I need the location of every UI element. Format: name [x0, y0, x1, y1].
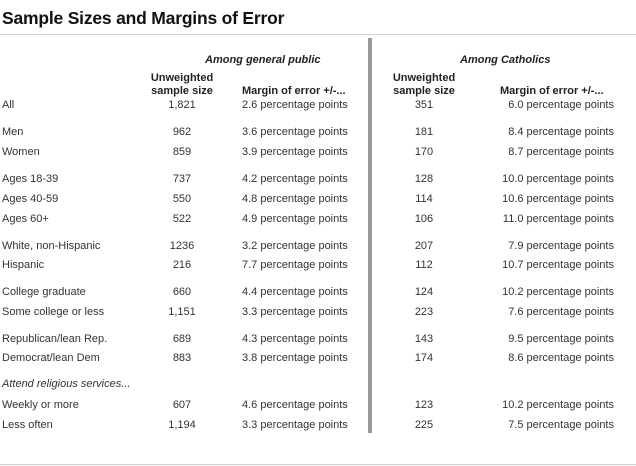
- column-header-line: sample size: [151, 85, 213, 97]
- column-header-line: Unweighted: [392, 72, 456, 84]
- catholic-sample-size: 170: [414, 146, 434, 158]
- table-row: Ages 60+ 522 4.9 percentage points 106 11.0 …: [0, 213, 636, 231]
- general-margin-of-error: 2.6 percentage points: [242, 99, 348, 111]
- row-label: Men: [2, 126, 24, 138]
- bottom-rule: [0, 464, 636, 465]
- row-label: Ages 60+: [2, 213, 49, 225]
- catholic-margin-of-error: 7.5 percentage points: [508, 419, 614, 431]
- column-header-sample-size-general: Unweighted sample size: [150, 72, 214, 98]
- row-label: Ages 40-59: [2, 193, 59, 205]
- general-sample-size: 216: [172, 259, 192, 271]
- row-label: All: [2, 99, 15, 111]
- table-row: Women 859 3.9 percentage points 170 8.7 perc…: [0, 146, 636, 164]
- group-header-catholics: Among Catholics: [460, 54, 551, 66]
- catholic-sample-size: 143: [414, 333, 434, 345]
- catholic-margin-of-error: 8.7 percentage points: [508, 146, 614, 158]
- column-header-line: Unweighted: [150, 72, 214, 84]
- catholic-sample-size: 225: [414, 419, 434, 431]
- table-row: Hispanic 216 7.7 percentage points 112 10.7 …: [0, 259, 636, 277]
- catholic-margin-of-error: 6.0 percentage points: [508, 99, 614, 111]
- general-sample-size: 550: [172, 193, 192, 205]
- catholic-sample-size: 114: [415, 193, 433, 205]
- catholic-sample-size: 124: [414, 286, 434, 298]
- general-margin-of-error: 4.8 percentage points: [242, 193, 348, 205]
- general-sample-size: 962: [172, 126, 192, 138]
- catholic-margin-of-error: 10.2 percentage points: [502, 286, 614, 298]
- general-sample-size: 689: [172, 333, 192, 345]
- catholic-sample-size: 112: [415, 259, 433, 271]
- section-label-religious-attendance: Attend religious services...: [2, 378, 131, 390]
- table-row: Ages 40-59 550 4.8 percentage points 114 10.…: [0, 193, 636, 211]
- catholic-sample-size: 351: [414, 99, 434, 111]
- row-label: White, non-Hispanic: [2, 240, 101, 252]
- catholic-margin-of-error: 9.5 percentage points: [508, 333, 614, 345]
- general-sample-size: 737: [172, 173, 192, 185]
- column-header-margin-catholics: Margin of error +/-...: [500, 85, 604, 97]
- general-sample-size: 522: [172, 213, 192, 225]
- general-sample-size: 607: [172, 399, 192, 411]
- general-margin-of-error: 4.4 percentage points: [242, 286, 348, 298]
- row-label: Less often: [2, 419, 53, 431]
- row-label: Republican/lean Rep.: [2, 333, 108, 345]
- general-sample-size: 1,821: [168, 99, 196, 111]
- column-header-sample-size-catholics: Unweighted sample size: [392, 72, 456, 98]
- general-sample-size: 859: [172, 146, 192, 158]
- page-title: Sample Sizes and Margins of Error: [2, 8, 285, 28]
- row-label: Hispanic: [2, 259, 45, 271]
- general-sample-size: 883: [172, 352, 192, 364]
- row-label: Women: [2, 146, 40, 158]
- catholic-margin-of-error: 10.7 percentage points: [502, 259, 614, 271]
- column-header-margin-general: Margin of error +/-...: [242, 85, 346, 97]
- table-row: Democrat/lean Dem 883 3.8 percentage point…: [0, 352, 636, 370]
- column-header-line: sample size: [393, 85, 455, 97]
- table-row: Some college or less 1,151 3.3 percentage …: [0, 306, 636, 324]
- table-row: Weekly or more 607 4.6 percentage points 12…: [0, 399, 636, 417]
- general-margin-of-error: 3.3 percentage points: [242, 419, 348, 431]
- column-divider: [368, 38, 372, 433]
- group-header-general-public: Among general public: [205, 54, 321, 66]
- catholic-margin-of-error: 10.0 percentage points: [502, 173, 614, 185]
- table-row: White, non-Hispanic 1236 3.2 percentage po…: [0, 240, 636, 258]
- catholic-sample-size: 181: [414, 126, 434, 138]
- row-label: Democrat/lean Dem: [2, 352, 100, 364]
- row-label: Weekly or more: [2, 399, 79, 411]
- general-margin-of-error: 4.3 percentage points: [242, 333, 348, 345]
- catholic-sample-size: 123: [414, 399, 434, 411]
- catholic-margin-of-error: 10.6 percentage points: [502, 193, 614, 205]
- top-rule: [0, 34, 636, 35]
- row-label: Ages 18-39: [2, 173, 59, 185]
- catholic-sample-size: 174: [414, 352, 434, 364]
- general-margin-of-error: 3.8 percentage points: [242, 352, 348, 364]
- catholic-sample-size: 128: [414, 173, 434, 185]
- general-margin-of-error: 3.9 percentage points: [242, 146, 348, 158]
- general-margin-of-error: 4.6 percentage points: [242, 399, 348, 411]
- table-row: Republican/lean Rep. 689 4.3 percentage po…: [0, 333, 636, 351]
- table-row: Men 962 3.6 percentage points 181 8.4 percen…: [0, 126, 636, 144]
- catholic-margin-of-error: 8.4 percentage points: [508, 126, 614, 138]
- catholic-sample-size: 106: [414, 213, 434, 225]
- table-row: College graduate 660 4.4 percentage points…: [0, 286, 636, 304]
- table-row: Less often 1,194 3.3 percentage points 225 7…: [0, 419, 636, 437]
- row-label: College graduate: [2, 286, 86, 298]
- general-margin-of-error: 3.2 percentage points: [242, 240, 348, 252]
- table-row: All 1,821 2.6 percentage points 351 6.0 perc…: [0, 99, 636, 117]
- general-sample-size: 1236: [169, 240, 195, 252]
- general-margin-of-error: 4.9 percentage points: [242, 213, 348, 225]
- catholic-margin-of-error: 10.2 percentage points: [502, 399, 614, 411]
- general-sample-size: 1,151: [168, 306, 196, 318]
- general-margin-of-error: 7.7 percentage points: [242, 259, 348, 271]
- catholic-margin-of-error: 7.6 percentage points: [508, 306, 614, 318]
- catholic-sample-size: 207: [414, 240, 434, 252]
- general-sample-size: 660: [172, 286, 192, 298]
- catholic-margin-of-error: 7.9 percentage points: [508, 240, 614, 252]
- catholic-margin-of-error: 11.0 percentage points: [502, 213, 614, 225]
- table-row: Ages 18-39 737 4.2 percentage points 128 10.…: [0, 173, 636, 191]
- general-margin-of-error: 3.3 percentage points: [242, 306, 348, 318]
- catholic-sample-size: 223: [414, 306, 434, 318]
- catholic-margin-of-error: 8.6 percentage points: [508, 352, 614, 364]
- general-margin-of-error: 3.6 percentage points: [242, 126, 348, 138]
- general-margin-of-error: 4.2 percentage points: [242, 173, 348, 185]
- row-label: Some college or less: [2, 306, 105, 318]
- general-sample-size: 1,194: [168, 419, 196, 431]
